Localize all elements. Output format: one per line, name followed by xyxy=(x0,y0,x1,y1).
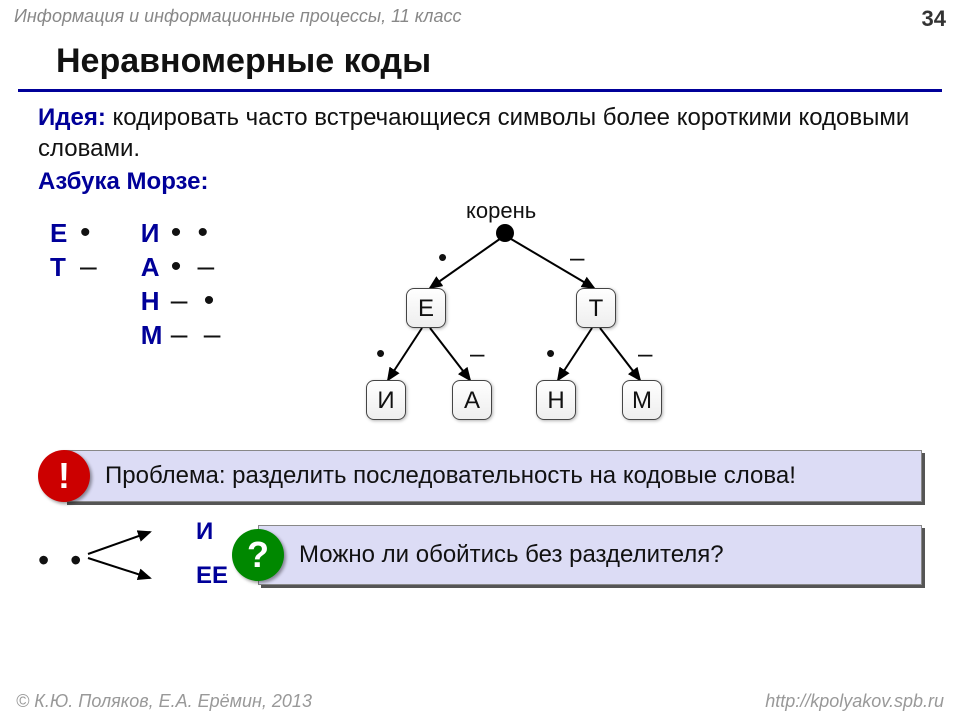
problem-text: Проблема: разделить последовательность н… xyxy=(64,450,922,502)
code-letter: Т xyxy=(50,252,80,283)
edge-label: – xyxy=(570,242,584,273)
exclaim-badge: ! xyxy=(38,450,90,502)
problem-callout: ! Проблема: разделить последовательность… xyxy=(38,450,922,502)
code-letter: Е xyxy=(50,218,80,249)
code-row: Н– • xyxy=(141,284,225,318)
code-row: А• – xyxy=(141,250,225,284)
edge-label: – xyxy=(470,338,484,369)
code-symbol: – xyxy=(80,252,101,282)
course-title: Информация и информационные процессы, 11… xyxy=(14,6,461,32)
footer-left: © К.Ю. Поляков, Е.А. Ерёмин, 2013 xyxy=(16,691,312,712)
codes-block: Е• Т– И• • А• – Н– • М– – xyxy=(38,202,318,432)
header: Информация и информационные процессы, 11… xyxy=(0,0,960,36)
page-number: 34 xyxy=(922,6,946,32)
split-options: И ЕЕ xyxy=(196,518,228,590)
code-letter: Н xyxy=(141,286,171,317)
edge-label: – xyxy=(638,338,652,369)
tree-node-E: Е xyxy=(406,288,446,328)
split-opt-2: ЕЕ xyxy=(196,562,228,590)
question-text: Можно ли обойтись без разделителя? xyxy=(258,525,922,585)
code-symbol: • – xyxy=(171,252,219,282)
footer: © К.Ю. Поляков, Е.А. Ерёмин, 2013 http:/… xyxy=(0,691,960,712)
tree-node-A: А xyxy=(452,380,492,420)
idea-label: Идея: xyxy=(38,104,106,131)
tree-node-T: Т xyxy=(576,288,616,328)
tree-node-N: Н xyxy=(536,380,576,420)
morse-label: Азбука Морзе: xyxy=(38,168,922,196)
code-row: И• • xyxy=(141,216,225,250)
code-symbol: – – xyxy=(171,320,225,350)
code-row: М– – xyxy=(141,318,225,352)
code-symbol: – • xyxy=(171,286,219,316)
edge-label: • xyxy=(546,338,555,369)
code-letter: А xyxy=(141,252,171,283)
code-symbol: • • xyxy=(171,218,212,248)
dots-split: • • И ЕЕ xyxy=(38,520,208,590)
code-symbol: • xyxy=(80,218,95,248)
split-arrows xyxy=(38,520,208,590)
content-area: Идея: кодировать часто встречающиеся сим… xyxy=(0,92,960,590)
code-row: Е• xyxy=(50,216,101,250)
code-row: Т– xyxy=(50,250,101,284)
codes-col1: Е• Т– xyxy=(50,216,101,352)
code-letter: М xyxy=(141,320,171,351)
footer-right: http://kpolyakov.spb.ru xyxy=(765,691,944,712)
idea-line: Идея: кодировать часто встречающиеся сим… xyxy=(38,102,922,164)
tree-node-I: И xyxy=(366,380,406,420)
split-opt-1: И xyxy=(196,518,228,546)
mid-row: Е• Т– И• • А• – Н– • М– – корень ЕТИАНМ … xyxy=(38,202,922,432)
idea-text: кодировать часто встречающиеся символы б… xyxy=(38,104,909,162)
question-badge: ? xyxy=(232,529,284,581)
code-letter: И xyxy=(141,218,171,249)
edge-label: • xyxy=(376,338,385,369)
page-title: Неравномерные коды xyxy=(18,36,942,92)
edge-label: • xyxy=(438,242,447,273)
bottom-row: • • И ЕЕ ? Можно ли обойтись без раздели… xyxy=(38,520,922,590)
tree-diagram: корень ЕТИАНМ •–•–•– xyxy=(318,202,698,432)
codes-col2: И• • А• – Н– • М– – xyxy=(141,216,225,352)
tree-node-M: М xyxy=(622,380,662,420)
